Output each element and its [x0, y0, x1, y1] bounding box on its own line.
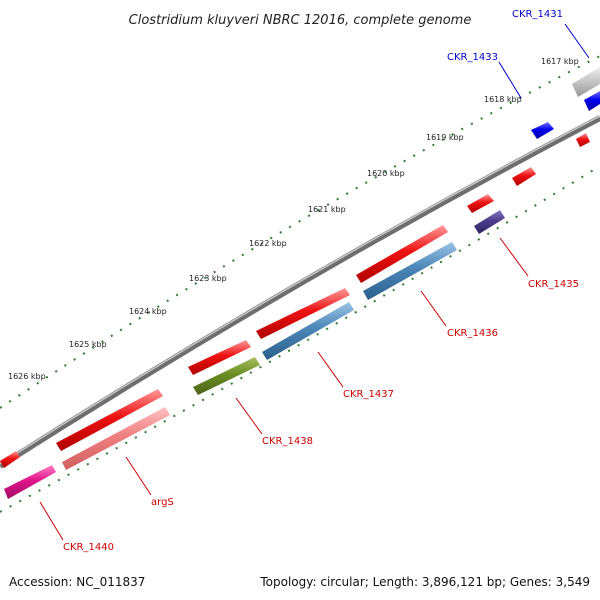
backbone-highlight: [0, 115, 600, 465]
outer-tick-ring: [0, 55, 600, 409]
leader-ckr1436: [420, 290, 447, 327]
gene-label-ckr1431: CKR_1431: [512, 9, 563, 20]
tick-label-1620: 1620 kbp: [367, 169, 405, 178]
gene-cds-red: [467, 194, 494, 213]
gene-cds-red: [576, 133, 590, 147]
tick-label-1617: 1617 kbp: [541, 57, 579, 66]
leader-ckr1440: [39, 501, 64, 541]
leader-args: [125, 456, 152, 496]
gene-cds-gray: [572, 67, 600, 97]
gene-cds-blue: [531, 122, 554, 139]
gene-cds-magenta: [4, 465, 56, 499]
gene-cds-salmon: [62, 407, 170, 470]
leader-ckr1431: [564, 23, 590, 59]
tick-label-1626: 1626 kbp: [8, 372, 46, 381]
tick-label-1621: 1621 kbp: [308, 205, 346, 214]
gene-label-ckr1438: CKR_1438: [262, 436, 313, 447]
leader-ckr1438: [235, 397, 263, 435]
gene-label-ckr1435: CKR_1435: [528, 279, 579, 290]
leader-ckr1435: [499, 237, 529, 277]
tick-label-1625: 1625 kbp: [69, 340, 107, 349]
leader-ckr1437: [317, 351, 344, 388]
gene-label-args: argS: [151, 497, 174, 508]
gene-cds-purple: [474, 210, 505, 234]
kbp-tick-labels: 1617 kbp 1618 kbp 1619 kbp 1620 kbp 1621…: [8, 57, 579, 381]
gene-cds-steelblue: [363, 242, 457, 300]
reverse-strand-genes: [4, 210, 505, 499]
tick-label-1618: 1618 kbp: [484, 95, 522, 104]
accession-text: Accession: NC_011837: [9, 575, 145, 589]
gene-label-ckr1433: CKR_1433: [447, 52, 498, 63]
tick-label-1622: 1622 kbp: [249, 239, 287, 248]
gene-label-ckr1440: CKR_1440: [63, 542, 114, 553]
topology-text: Topology: circular; Length: 3,896,121 bp…: [259, 575, 590, 589]
gene-cds-red: [356, 225, 448, 283]
gene-cds-red: [256, 288, 350, 339]
gene-cds-olive: [193, 357, 260, 395]
gene-cds-blue: [584, 91, 600, 111]
gene-cds-red: [56, 389, 163, 451]
tick-label-1624: 1624 kbp: [129, 307, 167, 316]
gene-label-ckr1436: CKR_1436: [447, 328, 498, 339]
gene-cds-red: [0, 451, 20, 468]
tick-label-1623: 1623 kbp: [189, 274, 227, 283]
forward-strand-genes: [0, 67, 600, 468]
gene-label-ckr1437: CKR_1437: [343, 389, 394, 400]
map-title: Clostridium kluyveri NBRC 12016, complet…: [129, 13, 472, 28]
gene-cds-steelblue: [262, 302, 354, 360]
gene-cds-red: [512, 167, 536, 186]
label-leader-lines: [39, 23, 590, 541]
genome-backbone: [0, 115, 600, 469]
gene-labels: CKR_1431 CKR_1433 CKR_1435 CKR_1436 CKR_…: [63, 9, 579, 553]
tick-label-1619: 1619 kbp: [426, 133, 464, 142]
gene-cds-red: [188, 340, 251, 375]
leader-ckr1433: [498, 61, 522, 99]
